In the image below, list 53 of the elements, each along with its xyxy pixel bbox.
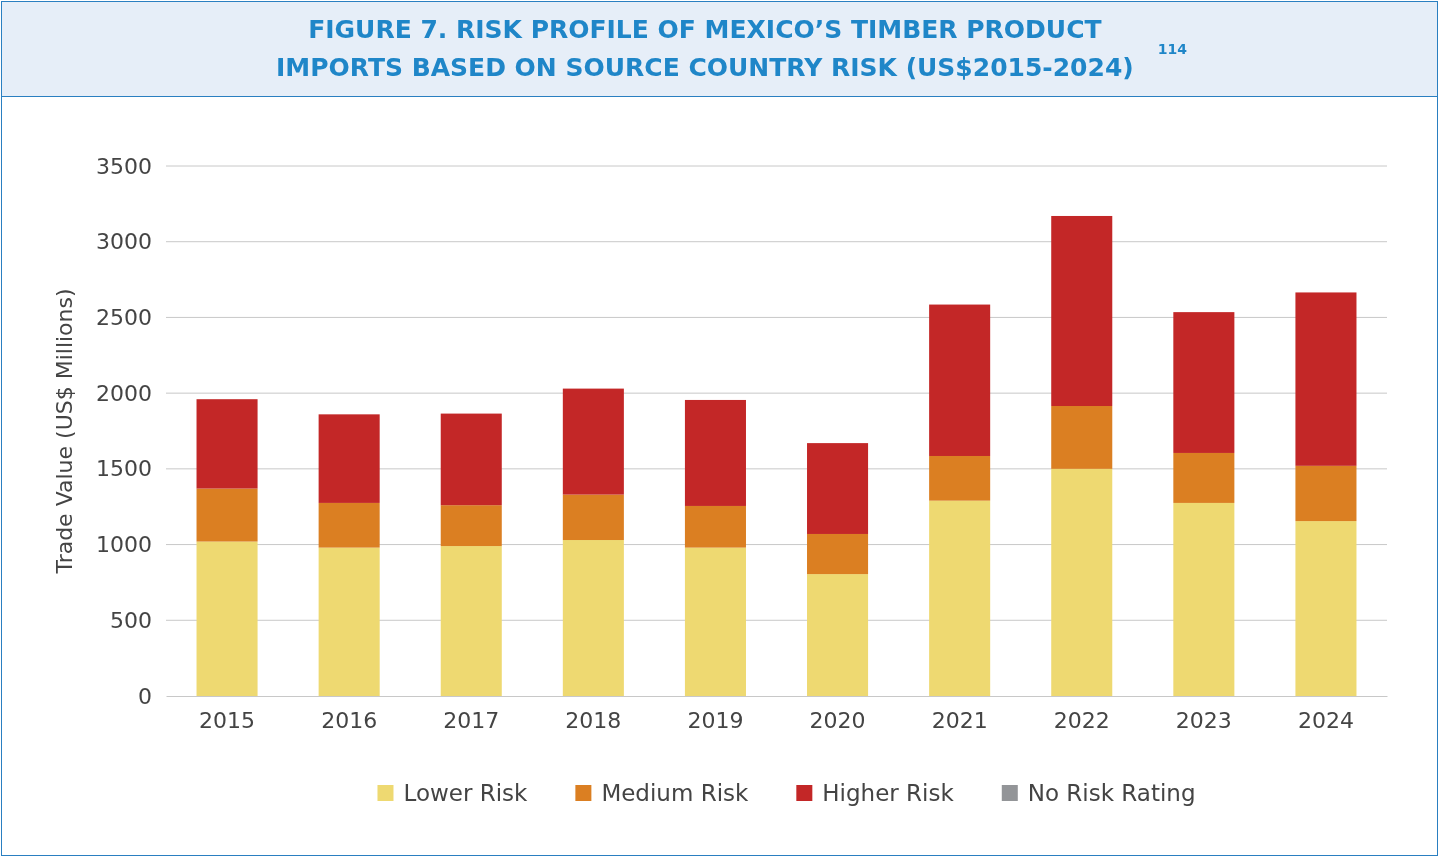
y-tick-label: 3500 (96, 153, 152, 179)
bar (807, 443, 869, 534)
bar (1173, 502, 1235, 696)
x-tick-label: 2017 (443, 707, 500, 733)
bar (440, 413, 502, 506)
x-tick-label: 2023 (1175, 707, 1232, 733)
y-tick-label: 1000 (96, 532, 152, 558)
legend-label: Lower Risk (403, 780, 529, 807)
y-tick-label: 0 (138, 683, 152, 709)
bar (1051, 468, 1113, 696)
legend-label: No Risk Rating (1027, 780, 1196, 807)
x-tick-label: 2016 (321, 707, 378, 733)
bar (318, 414, 380, 503)
x-tick-label: 2021 (931, 707, 988, 733)
bar (1051, 215, 1113, 407)
bar (807, 574, 869, 696)
y-axis-title: Trade Value (US$ Millions) (52, 288, 77, 575)
y-tick-label: 3000 (96, 229, 152, 255)
bar (196, 541, 258, 696)
bar (318, 502, 380, 548)
bar (196, 488, 258, 542)
x-tick-label: 2022 (1053, 707, 1110, 733)
x-tick-label: 2024 (1297, 707, 1354, 733)
bar (684, 547, 746, 696)
bar (196, 399, 258, 489)
bar (929, 304, 991, 456)
x-tick-label: 2020 (809, 707, 866, 733)
bar (562, 540, 624, 696)
bar (1173, 452, 1235, 503)
bar (929, 455, 991, 501)
bar (562, 494, 624, 541)
x-tick-label: 2019 (687, 707, 744, 733)
bar (440, 505, 502, 547)
x-tick-label: 2018 (565, 707, 622, 733)
bar (684, 399, 746, 506)
bar (1295, 465, 1357, 522)
legend-label: Higher Risk (822, 780, 955, 807)
legend-label: Medium Risk (601, 780, 750, 807)
bar (807, 533, 869, 575)
bar (1295, 521, 1357, 696)
bar (1173, 312, 1235, 453)
bar (318, 547, 380, 696)
bar (440, 546, 502, 696)
bar (1295, 292, 1357, 466)
y-tick-label: 2500 (96, 304, 152, 330)
y-tick-label: 1500 (96, 456, 152, 482)
bar (684, 505, 746, 548)
y-tick-label: 500 (110, 607, 152, 633)
bar (929, 500, 991, 696)
y-tick-label: 2000 (96, 380, 152, 406)
bar (1051, 406, 1113, 469)
bar (562, 388, 624, 495)
x-tick-label: 2015 (199, 707, 256, 733)
